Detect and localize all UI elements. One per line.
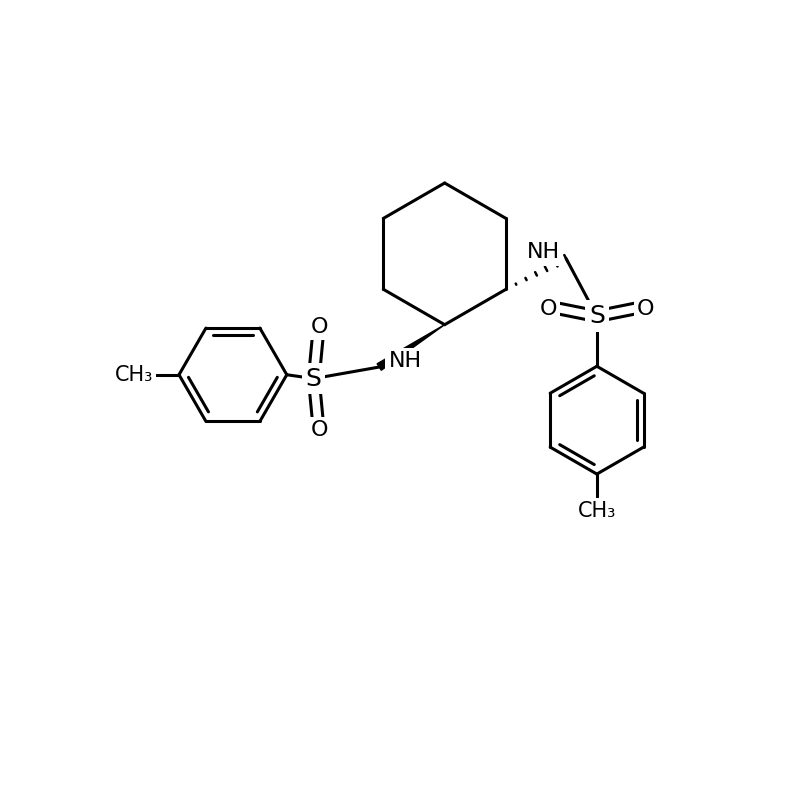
Text: S: S	[589, 304, 605, 328]
Text: O: O	[310, 317, 328, 337]
Text: NH: NH	[389, 351, 422, 371]
Text: S: S	[306, 366, 322, 390]
Text: O: O	[539, 298, 557, 318]
Polygon shape	[377, 325, 445, 370]
Text: NH: NH	[526, 242, 560, 262]
Text: O: O	[637, 298, 654, 318]
Text: CH₃: CH₃	[578, 501, 616, 521]
Text: O: O	[310, 420, 328, 440]
Text: CH₃: CH₃	[114, 365, 153, 385]
